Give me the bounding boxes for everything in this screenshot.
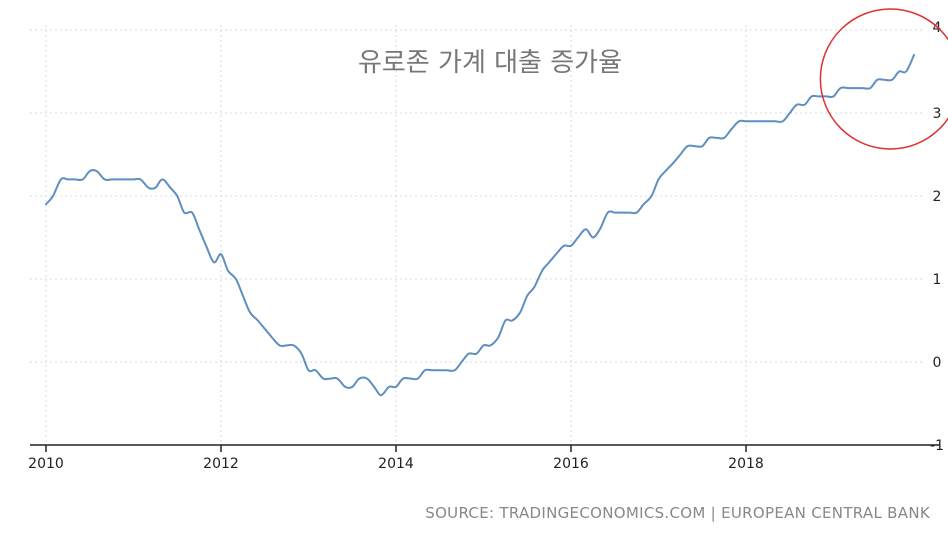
x-tick-label: 2016: [553, 456, 589, 472]
y-tick-label: 0: [933, 355, 942, 371]
x-tick-label: 2018: [728, 456, 764, 472]
x-tick-label: 2012: [203, 456, 239, 472]
tick-labels: 4 3 2 1 0 -1 2010 2012 2014 2016 2018: [28, 20, 944, 472]
series-line: [45, 53, 915, 397]
x-tick-label: 2010: [28, 456, 64, 472]
chart-title: 유로존 가계 대출 증가율: [358, 48, 622, 78]
annotation-circle: [819, 8, 948, 150]
y-tick-label: 1: [933, 272, 942, 288]
grid-lines: [30, 25, 925, 445]
source-text: SOURCE: TRADINGECONOMICS.COM | EUROPEAN …: [425, 504, 931, 522]
series-layer: [45, 53, 915, 397]
y-tick-label: 3: [933, 106, 942, 122]
y-tick-label: 2: [933, 189, 942, 205]
x-tick-label: 2014: [378, 456, 414, 472]
y-tick-label: -1: [930, 438, 944, 454]
y-tick-label: 4: [933, 20, 942, 36]
annotation-layer: [819, 8, 948, 150]
